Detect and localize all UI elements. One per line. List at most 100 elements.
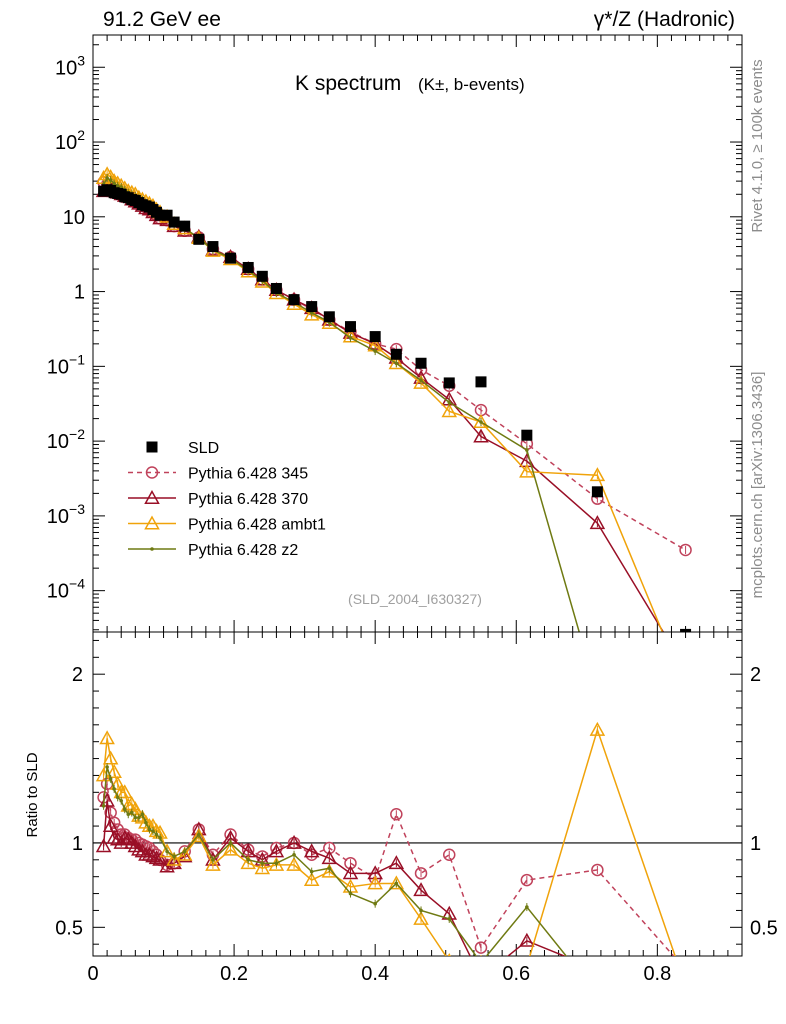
data-point [679,971,692,983]
data-point [102,818,119,833]
data-point [414,867,428,880]
data-point [119,185,124,189]
data-point [479,961,483,965]
data-point [394,881,399,886]
data-point [521,429,533,441]
data-point [519,932,535,947]
data-point [591,863,604,877]
data-point [373,349,377,353]
data-point [240,855,256,870]
series-line [103,181,686,551]
data-point [684,703,688,707]
data-point [369,331,381,343]
data-point [679,681,692,693]
data-point [591,963,604,975]
data-point [443,377,455,389]
data-point [108,777,113,781]
data-point [373,901,377,906]
legend-item-2: Pythia 6.428 370 [128,489,308,508]
data-point [344,856,357,870]
legend-marker [144,515,160,530]
data-point [133,815,138,820]
main-title: K spectrum (K±, b-events) [295,72,525,95]
data-point [168,216,180,228]
data-point [151,829,155,833]
legend-label: SLD [188,440,219,457]
data-point [447,400,452,405]
data-point [129,810,134,815]
x-tick-label: 0.4 [361,963,389,985]
data-point [473,413,489,428]
data-point [106,764,122,779]
data-point [286,856,302,871]
data-point [270,282,282,294]
data-point [323,841,336,855]
data-point [474,941,488,954]
data-point [321,850,338,865]
data-point [525,905,529,909]
data-point [242,261,254,273]
data-point [134,843,151,858]
data-point [680,628,692,632]
header-left-label: 91.2 GeV ee [103,8,221,31]
data-point [679,543,692,557]
data-point [172,854,176,859]
data-point [367,865,383,880]
data-point [246,858,250,862]
ratio-y-tick-label: 2 [72,664,83,686]
legend-marker [150,547,154,551]
data-point [309,869,314,874]
y-tick-label: 10−2 [47,426,85,453]
data-point [413,882,429,897]
series-line [102,783,675,956]
data-point [519,463,535,478]
data-point [520,873,534,887]
series-line [103,173,664,632]
series-sld [98,184,692,632]
legend-item-1: Pythia 6.428 345 [128,466,308,483]
data-point [116,784,133,799]
data-point [479,420,483,424]
data-point [144,820,148,825]
x-tick-label: 0.2 [220,963,248,985]
series-pythia-6-428-ambt1 [95,721,676,956]
data-point [166,851,182,866]
data-point [344,321,356,333]
data-point [119,798,124,803]
mcplots-label: mcplots.cern.ch [arXiv:1306.3436] [749,372,766,599]
data-point [225,252,237,264]
data-point [256,270,268,282]
data-point [112,787,116,791]
y-tick-label: 1 [74,282,85,304]
data-point [388,855,405,870]
data-point [179,220,191,232]
data-point [390,808,403,821]
y-tick-label: 10 [63,207,85,229]
data-point [274,861,279,865]
data-point [388,355,405,370]
data-point [158,836,162,840]
data-point [596,693,600,697]
data-point [394,361,399,366]
ratio-panel: 0 0.2 0.4 0.6 0.8 0.5 0.5 1 1 2 2 [55,631,778,997]
rivet-version-label: Rivet 4.1.0, ≥ 100k events [749,59,766,232]
data-point [367,875,383,890]
data-point [596,993,600,997]
data-point [327,866,332,871]
data-point [115,795,120,800]
data-point [473,428,489,443]
data-point [228,841,233,845]
ratio-y-tick-label-right: 1 [750,833,761,855]
data-point [101,804,106,808]
data-point [413,910,429,925]
series-pythia-6-428-z2 [101,763,600,997]
data-point [268,843,285,858]
data-point [323,311,335,323]
data-point [288,294,300,306]
data-point [419,908,423,913]
data-point [260,861,265,865]
data-point [525,448,529,452]
data-point [222,841,239,856]
data-point [137,815,141,820]
